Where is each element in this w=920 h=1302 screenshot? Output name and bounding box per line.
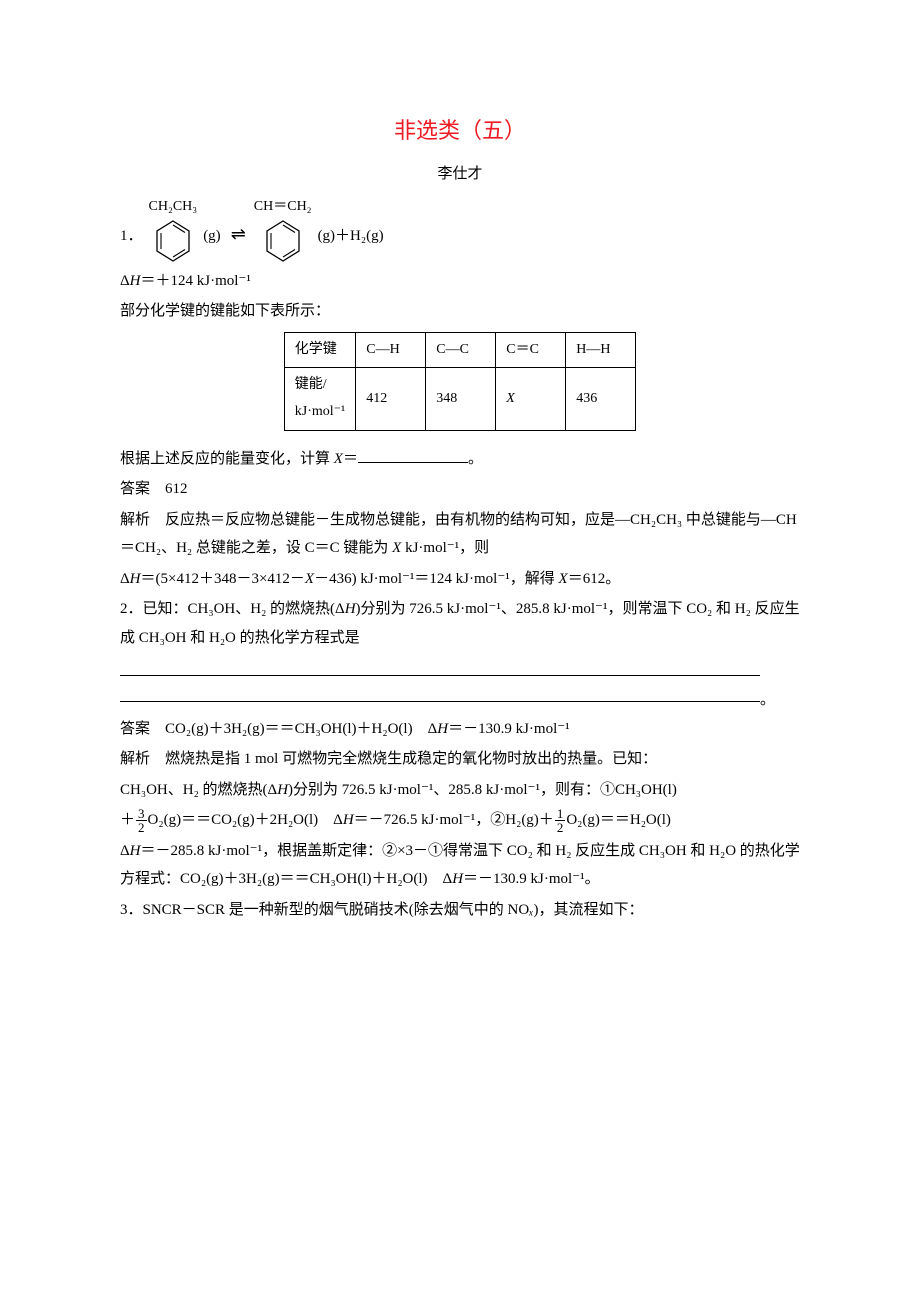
td-label-b: kJ·mol⁻¹ [295, 404, 345, 419]
q1-intro: 部分化学键的键能如下表所示： [120, 297, 800, 326]
td-436: 436 [566, 368, 636, 430]
equilibrium-icon: ⇌ [231, 217, 246, 251]
q2-text: 2．已知：CH₃OH、H₂ 的燃烧热(ΔH)分别为 726.5 kJ·mol⁻¹… [120, 595, 800, 652]
blank-input[interactable] [120, 654, 760, 676]
blank-line-2-wrap: 。 [120, 678, 800, 715]
author: 李仕才 [120, 160, 800, 189]
q1-answer-value: 612 [165, 481, 188, 497]
frac-den: 2 [136, 821, 147, 834]
answer-label: 答案 [120, 721, 165, 737]
frac-den: 2 [555, 821, 566, 834]
pre: ＋ [120, 812, 135, 828]
q2-answer: 答案 CO₂(g)＋3H₂(g)＝＝CH₃OH(l)＋H₂O(l) ΔH＝－13… [120, 715, 800, 744]
ethylbenzene-icon: CH₂CH₃ [149, 194, 198, 263]
frac-num: 3 [136, 807, 147, 821]
benzene-ring-icon [153, 219, 193, 263]
td-412: 412 [356, 368, 426, 430]
bond-energy-table: 化学键 C—H C—C C＝C H—H 键能/ kJ·mol⁻¹ 412 348… [284, 332, 636, 431]
td-label: 键能/ kJ·mol⁻¹ [284, 368, 355, 430]
th-cdc: C＝C [496, 332, 566, 368]
td-348: 348 [426, 368, 496, 430]
page-title: 非选类（五） [120, 110, 800, 152]
q3-text: 3．SNCR－SCR 是一种新型的烟气脱硝技术(除去烟气中的 NOₓ)，其流程如… [120, 896, 800, 925]
q2-expl-1: 解析 燃烧热是指 1 mol 可燃物完全燃烧生成稳定的氧化物时放出的热量。已知： [120, 745, 800, 774]
q2-expl-2b: ＋32O₂(g)＝＝CO₂(g)＋2H₂O(l) ΔH＝－726.5 kJ·mo… [120, 806, 800, 835]
q1-expl-2: ΔH＝(5×412＋348－3×412－X－436) kJ·mol⁻¹＝124 … [120, 565, 800, 594]
q2-answer-value: CO₂(g)＋3H₂(g)＝＝CH₃OH(l)＋H₂O(l) ΔH＝－130.9… [165, 721, 570, 737]
fraction-icon: 32 [136, 807, 147, 834]
td-label-a: 键能/ [295, 377, 327, 392]
q1-dh: ΔH＝＋124 kJ·mol⁻¹ [120, 267, 800, 296]
td-x: X [496, 368, 566, 430]
g-left: (g) [203, 222, 221, 251]
frac-num: 1 [555, 807, 566, 821]
blank-input[interactable] [358, 448, 468, 463]
benzene-ring-icon [263, 219, 303, 263]
q2-expl-3: ΔH＝－285.8 kJ·mol⁻¹，根据盖斯定律：②×3－①得常温下 CO₂ … [120, 837, 800, 894]
q2-expl-2a: CH₃OH、H₂ 的燃烧热(ΔH)分别为 726.5 kJ·mol⁻¹、285.… [120, 776, 800, 805]
q2-expl-1-text: 燃烧热是指 1 mol 可燃物完全燃烧生成稳定的氧化物时放出的热量。已知： [165, 751, 657, 767]
q1-reaction: 1． CH₂CH₃ (g) ⇌ CH＝CH₂ (g)＋H₂(g) [120, 194, 800, 263]
q1-ask-text: 根据上述反应的能量变化，计算 X＝ [120, 451, 358, 467]
q1-ask: 根据上述反应的能量变化，计算 X＝ 。 [120, 445, 800, 474]
table-row: 化学键 C—H C—C C＝C H—H [284, 332, 635, 368]
th-ch: C—H [356, 332, 426, 368]
table-row: 键能/ kJ·mol⁻¹ 412 348 X 436 [284, 368, 635, 430]
mid: O₂(g)＝＝CO₂(g)＋2H₂O(l) ΔH＝－726.5 kJ·mol⁻¹… [148, 812, 554, 828]
subst-right: CH＝CH₂ [254, 194, 312, 221]
blank-input[interactable] [120, 680, 760, 702]
q1-answer: 答案 612 [120, 475, 800, 504]
q1-explanation: 解析 反应热＝反应物总键能－生成物总键能，由有机物的结构可知，应是—CH₂CH₃… [120, 506, 800, 563]
expl-label: 解析 [120, 512, 165, 528]
q1-number: 1． [120, 222, 143, 251]
subst-left: CH₂CH₃ [149, 194, 198, 221]
th-hh: H—H [566, 332, 636, 368]
th-cc: C—C [426, 332, 496, 368]
q2-end: 。 [760, 692, 775, 708]
post: O₂(g)＝＝H₂O(l) [566, 812, 671, 828]
th-bond: 化学键 [284, 332, 355, 368]
q1-expl-1: 反应热＝反应物总键能－生成物总键能，由有机物的结构可知，应是—CH₂CH₃ 中总… [120, 512, 797, 557]
q1-ask-end: 。 [468, 451, 483, 467]
answer-label: 答案 [120, 481, 165, 497]
g-right: (g)＋H₂(g) [318, 222, 384, 251]
fraction-icon: 12 [555, 807, 566, 834]
styrene-icon: CH＝CH₂ [254, 194, 312, 263]
expl-label: 解析 [120, 751, 165, 767]
